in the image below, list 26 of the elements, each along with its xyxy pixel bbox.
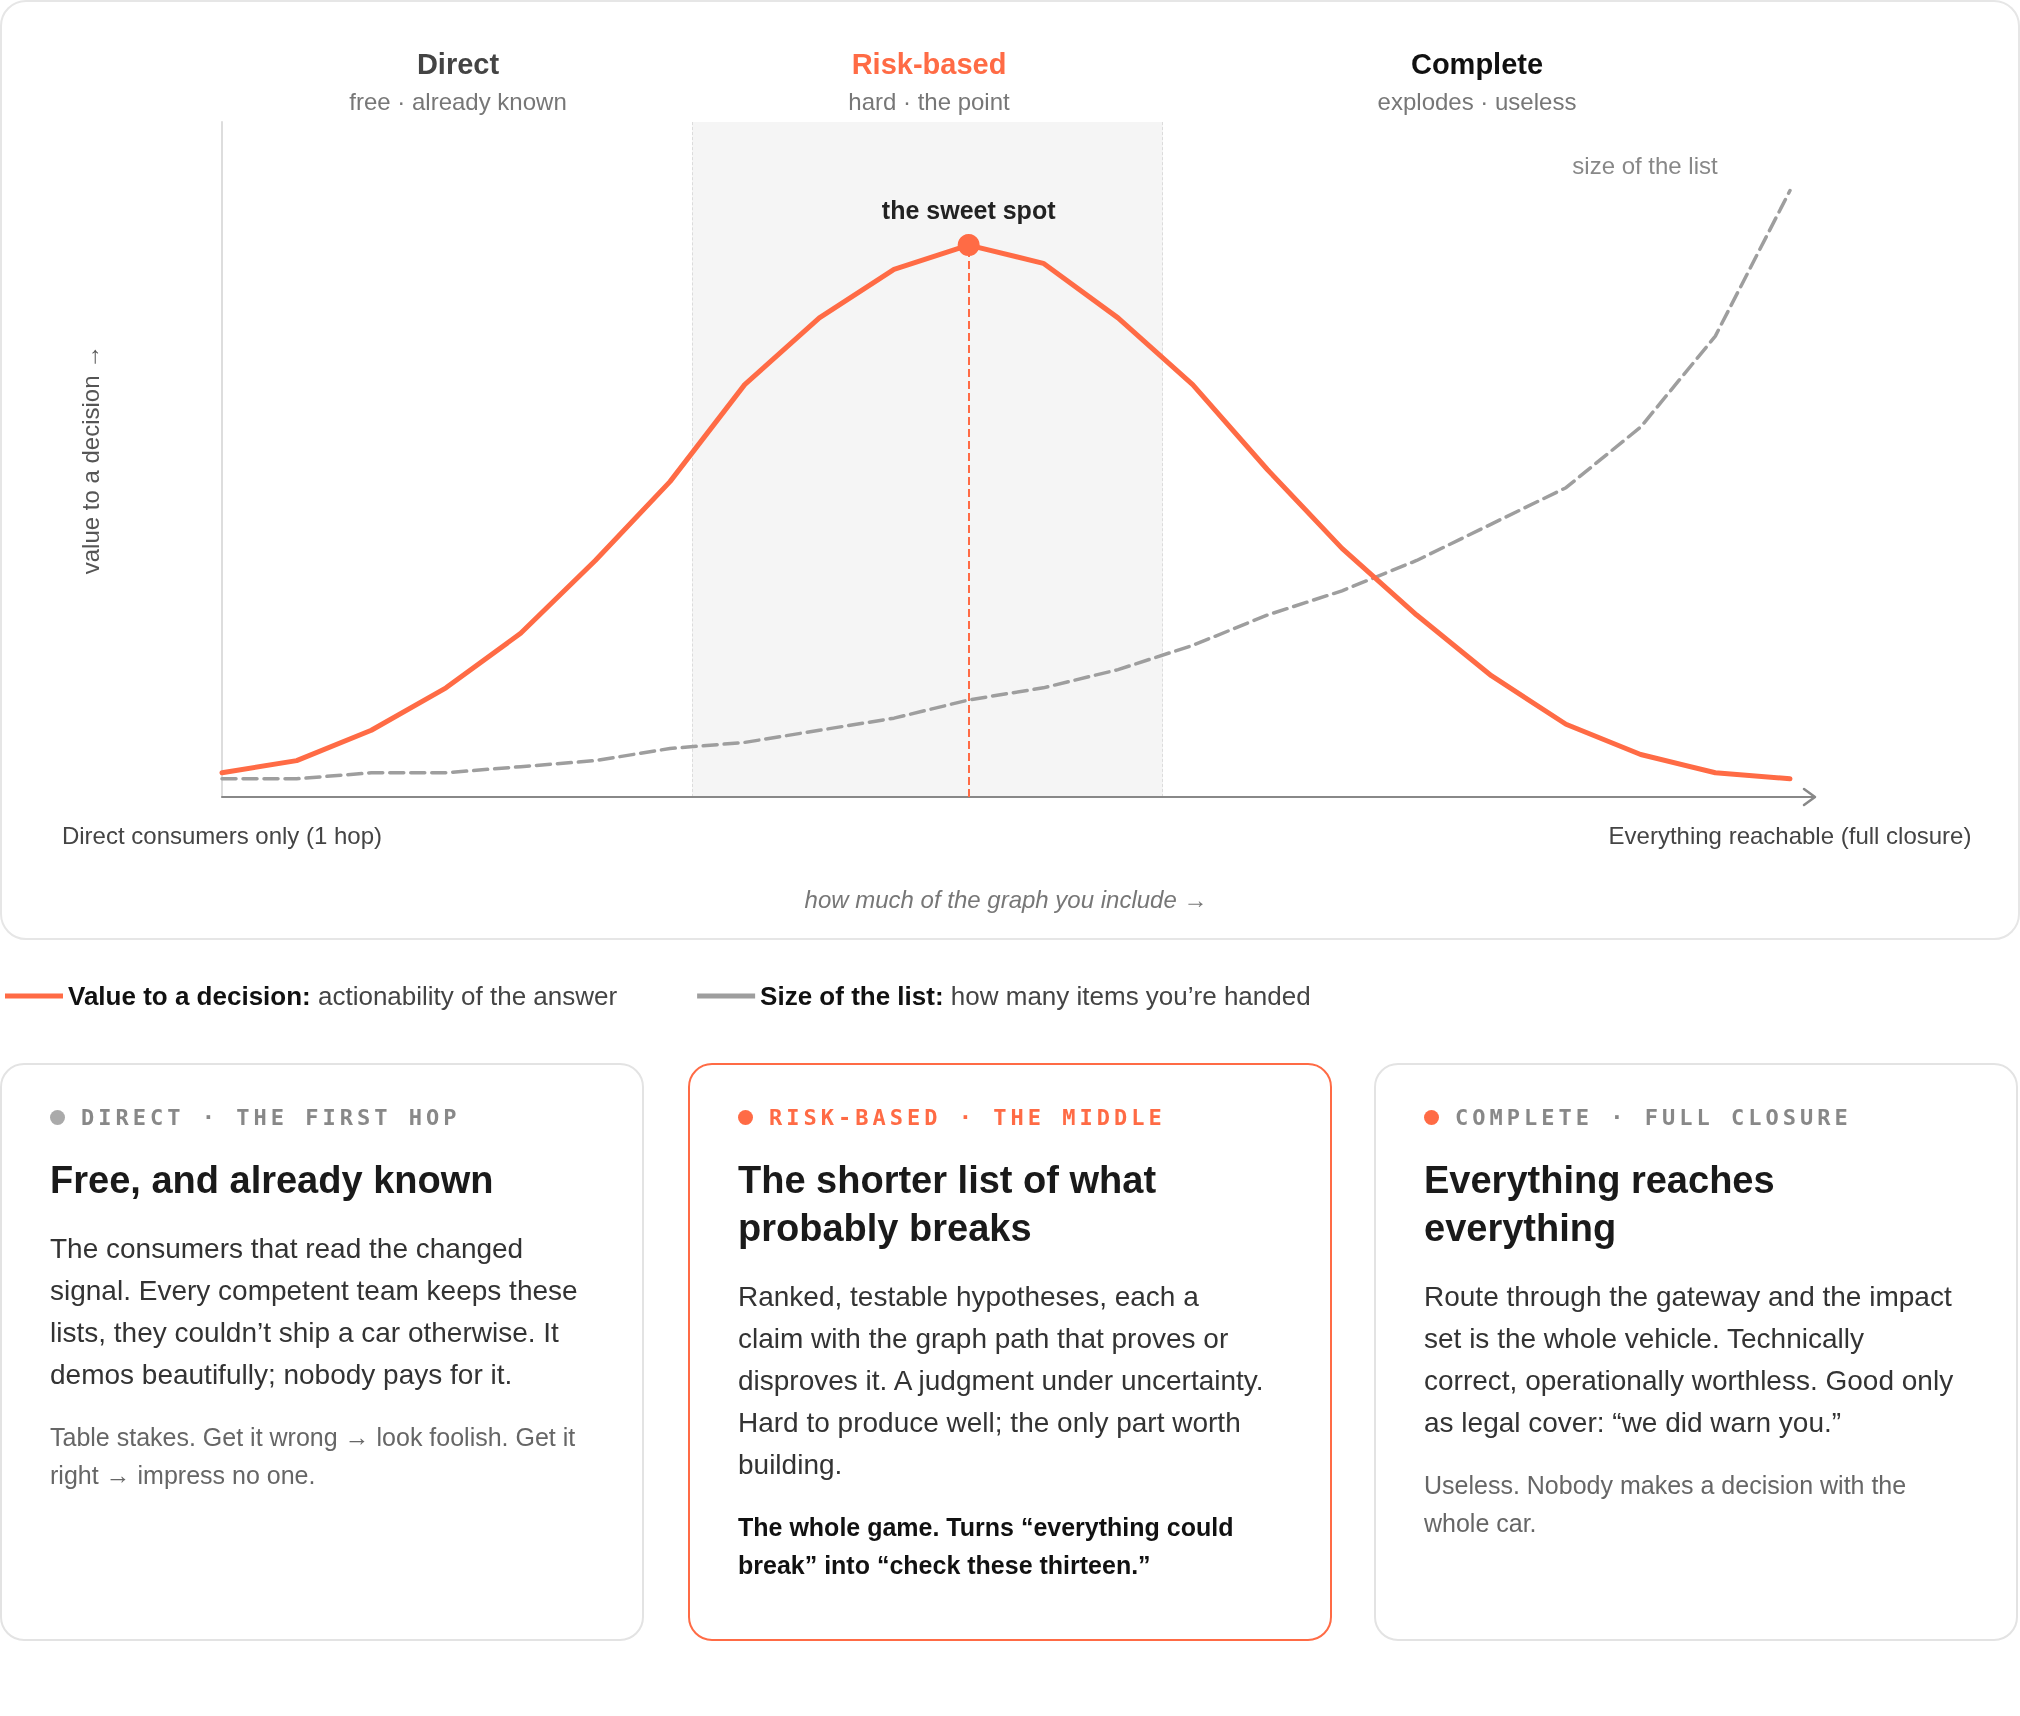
text: Ranked, testable hypotheses, each a claim with the graph path that proves or disproves it. A judgment under uncertainty. Hard to produce well; the only part worth building. (738, 1280, 1265, 1482)
annotation: the sweet spot (881, 195, 1057, 224)
x-axis-title: how much of the graph you include → (804, 885, 1208, 913)
text: free · already known (349, 87, 567, 115)
text: Free, and already known (50, 1158, 495, 1203)
text: The whole game. Turns “everything could break” into “check these thirteen.” (738, 1512, 1235, 1581)
text: size of the list (1572, 151, 1719, 179)
text: Table stakes. Get it wrong → look foolish. Get it right → impress no one. (50, 1422, 577, 1491)
text: explodes · useless (1377, 87, 1577, 115)
text: Route through the gateway and the impact set is the whole vehicle. Technically correct, operationally worthless. Good only as legal cover: “we did warn you.” (1424, 1280, 1955, 1440)
text: DIRECT · THE FIRST HOP (81, 1105, 461, 1130)
text: Risk-based (851, 48, 1007, 80)
text: The consumers that read the changed signal. Every competent team keeps these lists, they couldn’t ship a car otherwise. It demos beautifully; nobody pays for it. (50, 1232, 579, 1392)
text: Everything reaches everything (1424, 1158, 1776, 1251)
y-axis-title: value to a decision → (76, 344, 104, 575)
text: The shorter list of what probably breaks (738, 1158, 1158, 1251)
legend-label: Value to a decision: actionability of the answer (68, 981, 618, 1011)
text: Useless. Nobody makes a decision with the whole car. (1424, 1470, 1908, 1539)
x-tick-label: Direct consumers only (1 hop) (61, 821, 383, 849)
text: COMPLETE · FULL CLOSURE (1455, 1105, 1852, 1130)
legend-label: Size of the list: how many items you’re handed (760, 981, 1311, 1011)
text: RISK-BASED · THE MIDDLE (769, 1105, 1166, 1130)
text: hard · the point (848, 87, 1011, 115)
text: Complete (1410, 48, 1544, 80)
x-tick-label: Everything reachable (full closure) (1608, 821, 1972, 849)
text: Direct (416, 48, 500, 80)
